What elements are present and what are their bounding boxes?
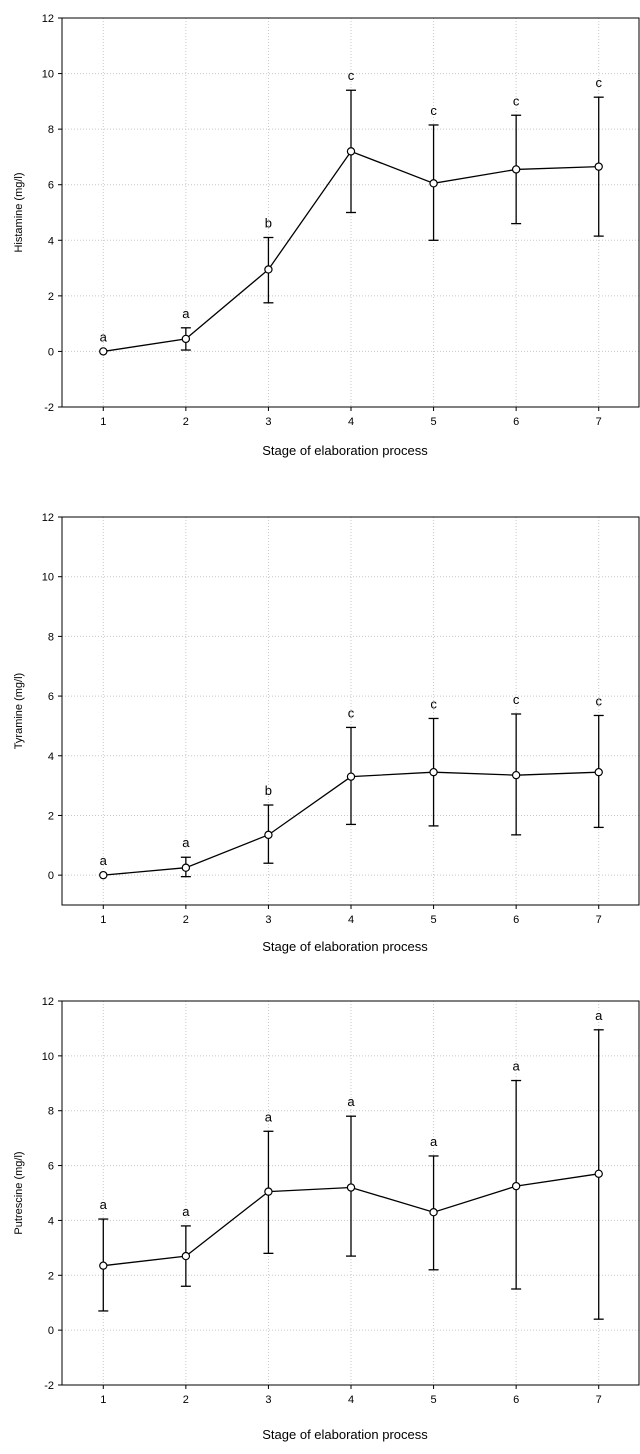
data-point [429, 767, 438, 777]
y-tick-label: 0 [48, 1325, 54, 1337]
x-tick-label: 2 [183, 914, 189, 926]
significance-letter: c [348, 68, 355, 83]
data-point [346, 772, 356, 781]
y-tick-label: 6 [48, 691, 54, 703]
x-tick-label: 6 [513, 914, 519, 926]
significance-letter: a [265, 1109, 273, 1124]
x-tick-label: 2 [183, 1394, 189, 1406]
y-tick-label: 10 [42, 572, 54, 584]
data-point [181, 334, 191, 344]
y-tick-label: 2 [48, 291, 54, 303]
significance-letter: a [513, 1059, 521, 1074]
y-tick-label: 6 [48, 1161, 54, 1173]
y-tick-label: 4 [48, 1215, 54, 1227]
significance-letter: b [265, 783, 272, 798]
y-tick-label: 10 [42, 69, 54, 81]
x-tick-label: 5 [431, 1394, 437, 1406]
significance-letter: a [347, 1094, 355, 1109]
y-tick-label: 2 [48, 1270, 54, 1282]
significance-letter: a [182, 306, 190, 321]
x-axis-title: Stage of elaboration process [262, 443, 428, 458]
x-tick-label: 1 [100, 914, 106, 926]
data-point [346, 147, 356, 156]
data-point [594, 767, 603, 777]
y-tick-label: 8 [48, 1106, 54, 1118]
data-point [264, 1187, 273, 1196]
significance-letter: a [100, 329, 108, 344]
data-point [346, 1183, 356, 1192]
data-point [99, 1261, 108, 1270]
significance-letter: c [595, 693, 602, 708]
x-tick-label: 5 [431, 914, 437, 926]
data-point [429, 179, 438, 188]
x-axis-title: Stage of elaboration process [262, 939, 428, 954]
significance-letter: a [430, 1134, 438, 1149]
data-point [181, 863, 191, 872]
data-point [511, 165, 521, 174]
x-tick-label: 4 [348, 416, 354, 428]
y-tick-label: 0 [48, 870, 54, 882]
y-tick-label: 12 [42, 13, 54, 25]
x-tick-label: 2 [183, 416, 189, 428]
x-tick-label: 3 [265, 416, 271, 428]
significance-letter: a [595, 1008, 603, 1023]
x-tick-label: 7 [596, 1394, 602, 1406]
significance-letter: c [513, 692, 520, 707]
histamine-chart: -2 0 2 4 6 8 10 12 1 2 3 4 5 6 7 Stage of elaboration p… [0, 0, 640, 470]
significance-letter: a [182, 835, 190, 850]
data-point [264, 265, 273, 274]
significance-letter: a [100, 1197, 108, 1212]
x-tick-label: 3 [265, 1394, 271, 1406]
y-axis-title: Putrescine (mg/l) [13, 1151, 25, 1234]
y-axis-title: Tyramine (mg/l) [13, 673, 25, 749]
x-tick-label: 4 [348, 1394, 354, 1406]
y-tick-label: 4 [48, 235, 54, 247]
data-point [264, 830, 273, 840]
significance-letter: c [430, 696, 437, 711]
significance-letter: a [100, 853, 108, 868]
data-point [594, 162, 603, 171]
y-tick-label: 8 [48, 124, 54, 136]
y-tick-label: -2 [44, 402, 54, 414]
x-tick-label: 7 [596, 914, 602, 926]
y-tick-label: -2 [44, 1380, 54, 1392]
x-tick-label: 1 [100, 416, 106, 428]
data-point [99, 347, 108, 356]
x-axis-title: Stage of elaboration process [262, 1427, 428, 1442]
significance-letter: b [265, 216, 272, 231]
significance-letter: c [513, 93, 520, 108]
x-tick-label: 1 [100, 1394, 106, 1406]
tyramine-chart: 0 2 4 6 8 10 12 1 2 3 4 5 6 7 Stage of elaboration pro… [0, 500, 640, 970]
significance-letter: a [182, 1204, 190, 1219]
data-point [99, 870, 108, 880]
y-tick-label: 0 [48, 346, 54, 358]
y-tick-label: 4 [48, 751, 54, 763]
data-point [511, 770, 521, 780]
y-tick-label: 12 [42, 996, 54, 1008]
y-tick-label: 12 [42, 512, 54, 524]
y-tick-label: 6 [48, 180, 54, 192]
data-point [511, 1181, 521, 1191]
x-tick-label: 5 [431, 416, 437, 428]
y-axis-title: Histamine (mg/l) [13, 172, 25, 252]
x-tick-label: 6 [513, 1394, 519, 1406]
x-tick-label: 6 [513, 416, 519, 428]
data-point [181, 1251, 191, 1261]
x-tick-label: 7 [596, 416, 602, 428]
data-point [594, 1169, 603, 1178]
data-point [429, 1207, 438, 1217]
y-tick-label: 8 [48, 631, 54, 643]
x-tick-label: 4 [348, 914, 354, 926]
significance-letter: c [430, 103, 437, 118]
y-tick-label: 10 [42, 1051, 54, 1063]
x-tick-label: 3 [265, 914, 271, 926]
y-tick-label: 2 [48, 810, 54, 822]
significance-letter: c [348, 705, 355, 720]
putrescine-chart: -2 0 2 4 6 8 10 12 1 2 3 4 5 6 7 Stage of elaboration p… [0, 990, 640, 1454]
significance-letter: c [595, 75, 602, 90]
